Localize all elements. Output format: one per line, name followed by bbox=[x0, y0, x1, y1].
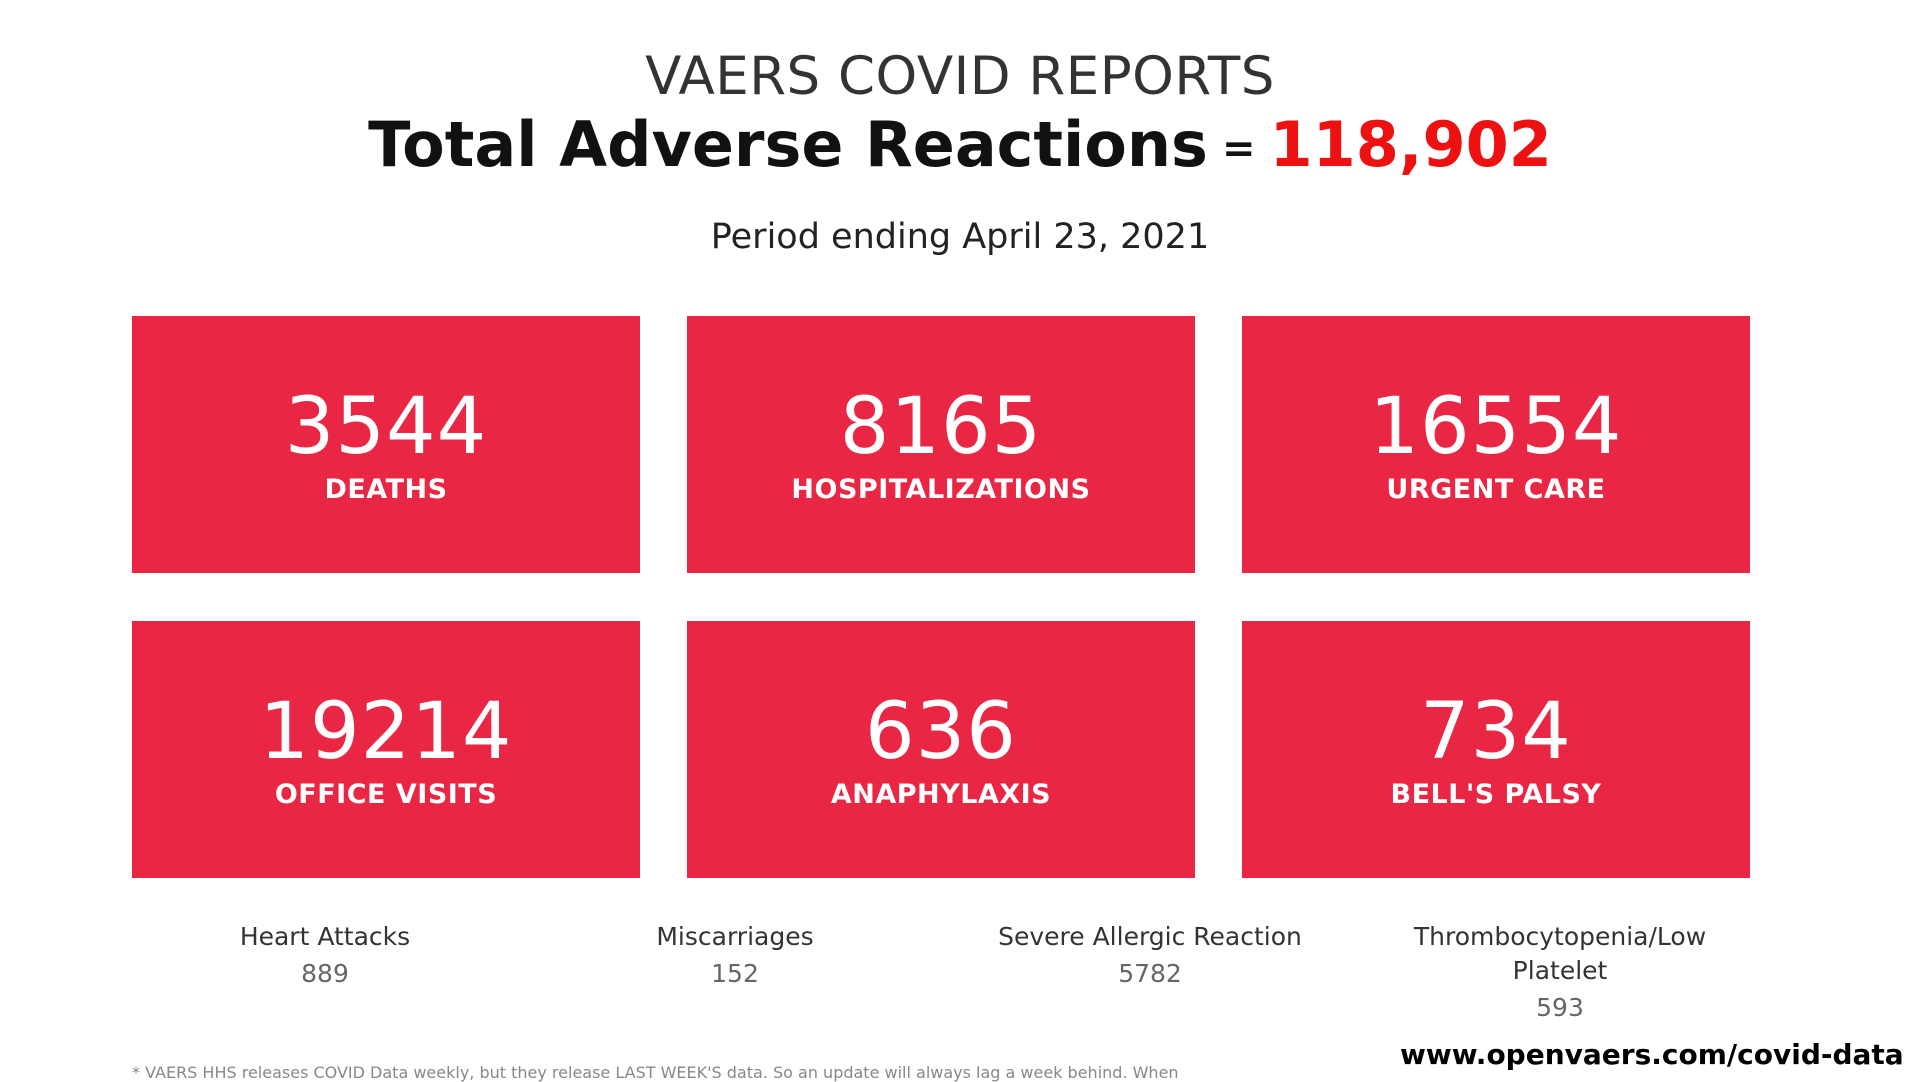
stat-value: 5782 bbox=[1118, 959, 1182, 988]
card-bells-palsy: 734 BELL'S PALSY bbox=[1242, 621, 1750, 878]
card-urgent-care: 16554 URGENT CARE bbox=[1242, 316, 1750, 573]
card-value: 636 bbox=[865, 687, 1017, 777]
card-label: HOSPITALIZATIONS bbox=[791, 474, 1091, 505]
card-value: 19214 bbox=[259, 687, 513, 777]
main-title: Total Adverse Reactions = 118,902 bbox=[0, 108, 1920, 181]
card-label: BELL'S PALSY bbox=[1390, 779, 1602, 810]
total-count: 118,902 bbox=[1269, 108, 1552, 181]
main-title-text: Total Adverse Reactions bbox=[368, 108, 1208, 181]
stat-value: 152 bbox=[711, 959, 759, 988]
card-label: URGENT CARE bbox=[1386, 474, 1606, 505]
card-value: 16554 bbox=[1369, 382, 1623, 472]
card-hospitalizations: 8165 HOSPITALIZATIONS bbox=[687, 316, 1195, 573]
stat-thrombocytopenia: Thrombocytopenia/Low Platelet 593 bbox=[1390, 920, 1730, 1025]
equals-sign: = bbox=[1221, 125, 1256, 172]
card-value: 3544 bbox=[284, 382, 488, 472]
card-label: OFFICE VISITS bbox=[274, 779, 498, 810]
super-title: VAERS COVID REPORTS bbox=[645, 46, 1275, 107]
period-subtitle: Period ending April 23, 2021 bbox=[710, 217, 1210, 257]
stat-value: 593 bbox=[1536, 993, 1584, 1022]
card-value: 734 bbox=[1420, 687, 1572, 777]
card-value: 8165 bbox=[839, 382, 1043, 472]
website-link[interactable]: www.openvaers.com/covid-data bbox=[1400, 1038, 1904, 1071]
card-anaphylaxis: 636 ANAPHYLAXIS bbox=[687, 621, 1195, 878]
card-office-visits: 19214 OFFICE VISITS bbox=[132, 621, 640, 878]
stat-miscarriages: Miscarriages 152 bbox=[600, 920, 870, 991]
card-deaths: 3544 DEATHS bbox=[132, 316, 640, 573]
stat-label: Heart Attacks bbox=[239, 922, 411, 951]
stat-severe-allergic-reaction: Severe Allergic Reaction 5782 bbox=[980, 920, 1320, 991]
card-label: ANAPHYLAXIS bbox=[830, 779, 1052, 810]
stat-value: 889 bbox=[301, 959, 349, 988]
card-label: DEATHS bbox=[324, 474, 448, 505]
stat-label: Severe Allergic Reaction bbox=[998, 922, 1302, 951]
stat-label: Miscarriages bbox=[656, 922, 814, 951]
stat-cards-grid: 3544 DEATHS 8165 HOSPITALIZATIONS 16554 … bbox=[132, 316, 1750, 878]
stat-heart-attacks: Heart Attacks 889 bbox=[190, 920, 460, 991]
stat-label: Thrombocytopenia/Low Platelet bbox=[1413, 922, 1707, 985]
footnote: * VAERS HHS releases COVID Data weekly, … bbox=[132, 1063, 1179, 1082]
